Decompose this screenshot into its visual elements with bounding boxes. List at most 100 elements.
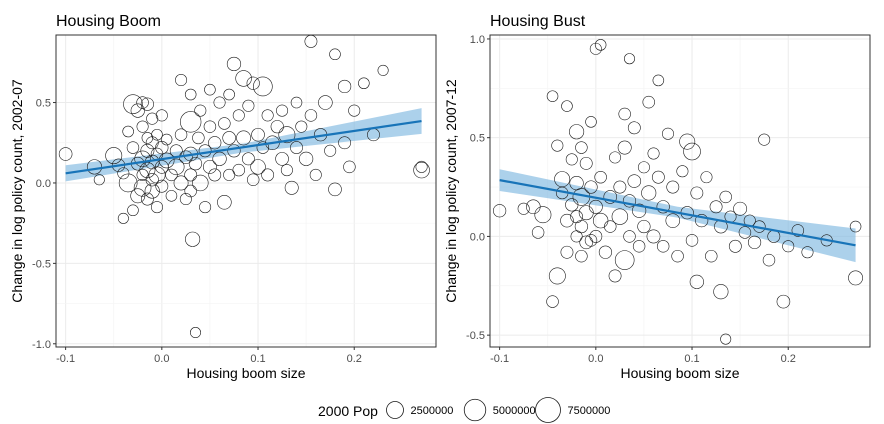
data-point [140,97,154,111]
data-point [719,190,732,204]
data-point [136,120,149,133]
data-point [117,212,129,224]
data-point [155,109,168,122]
data-point [261,109,274,122]
grid [56,35,436,347]
data-point [579,235,593,250]
data-point [690,186,704,200]
data-point [348,104,361,117]
data-point [232,163,245,177]
data-point [235,70,252,87]
data-point [560,245,574,259]
data-point [188,157,203,171]
data-point [218,117,231,130]
data-point [278,126,296,144]
data-point [584,180,598,194]
legend-key [463,398,487,422]
data-point [592,212,609,229]
data-point [198,144,212,158]
data-point [791,224,805,237]
data-point [584,234,598,247]
data-point [700,171,713,184]
x-ticks: -0.1 0.0 0.1 0.2 [56,347,362,365]
data-point [665,213,681,228]
data-point [151,128,163,141]
data-point [180,111,202,133]
data-point [184,168,198,182]
data-point [290,141,303,154]
x-tick-label: 0.1 [250,353,265,365]
y-tick-label: 0.0 [470,231,485,243]
data-point [546,295,559,308]
data-point [250,159,266,175]
y-tick-label: 0.5 [36,98,51,110]
data-point [594,170,607,184]
data-point [709,200,723,214]
data-point [168,158,185,176]
data-point [689,274,704,289]
data-point [194,104,207,117]
data-point [646,229,661,244]
data-point [304,109,318,122]
data-point [733,201,748,216]
data-point [695,214,709,228]
data-point [776,294,791,309]
data-point [134,150,151,168]
data-point [713,284,729,300]
data-point [141,132,154,144]
data-point [594,39,607,51]
data-point [627,174,642,188]
data-point [105,147,123,165]
data-point [598,245,613,259]
data-point [299,151,314,166]
data-point [295,120,308,133]
data-point [647,147,660,160]
data-point [146,112,159,125]
data-point [565,153,578,166]
data-point [738,226,752,239]
data-point [720,333,732,345]
data-point [126,141,140,154]
data-point [656,200,670,214]
data-point [318,95,333,110]
legend-label: 2500000 [410,405,453,417]
data-point [782,240,795,253]
y-tick-label: -1.0 [32,339,51,351]
data-point [192,131,205,145]
x-tick-label: -0.1 [490,353,509,365]
data-point [217,195,232,210]
data-point [747,235,762,249]
data-point [151,201,163,214]
data-point [309,168,322,181]
data-point [358,77,370,90]
data-point [136,168,149,181]
legend-title: 2000 Pop [318,403,378,419]
data-point [642,95,655,109]
data-point [671,249,684,263]
fit-line [499,179,856,247]
x-axis-label: Housing boom size [186,365,305,381]
y-axis-label: Change in log policy count, 2007-12 [443,79,459,303]
data-point [247,173,260,186]
data-point [603,190,618,204]
data-point [192,174,209,192]
data-point [276,104,289,117]
data-point [614,250,635,270]
data-point [122,125,134,138]
data-point [144,183,160,199]
legend-label: 5000000 [493,405,536,417]
data-point [849,220,862,233]
data-point [173,175,189,191]
data-point [304,35,318,48]
chart-title: Housing Bust [490,13,586,30]
data-point [213,96,226,109]
x-tick-label: 0.2 [347,353,362,365]
x-ticks: -0.1 0.0 0.1 0.2 [490,347,796,365]
legend: 2000 Pop 2500000 5000000 7500000 [318,397,610,423]
data-point [184,184,197,198]
data-point [623,230,636,243]
x-tick-label: 0.1 [684,353,699,365]
panel-housing-boom: Housing Boom -0.1 0.0 0.1 0.2 -1.0 -0.5 0.0 0.… [9,13,437,381]
data-point [569,124,585,140]
data-point [256,141,270,154]
